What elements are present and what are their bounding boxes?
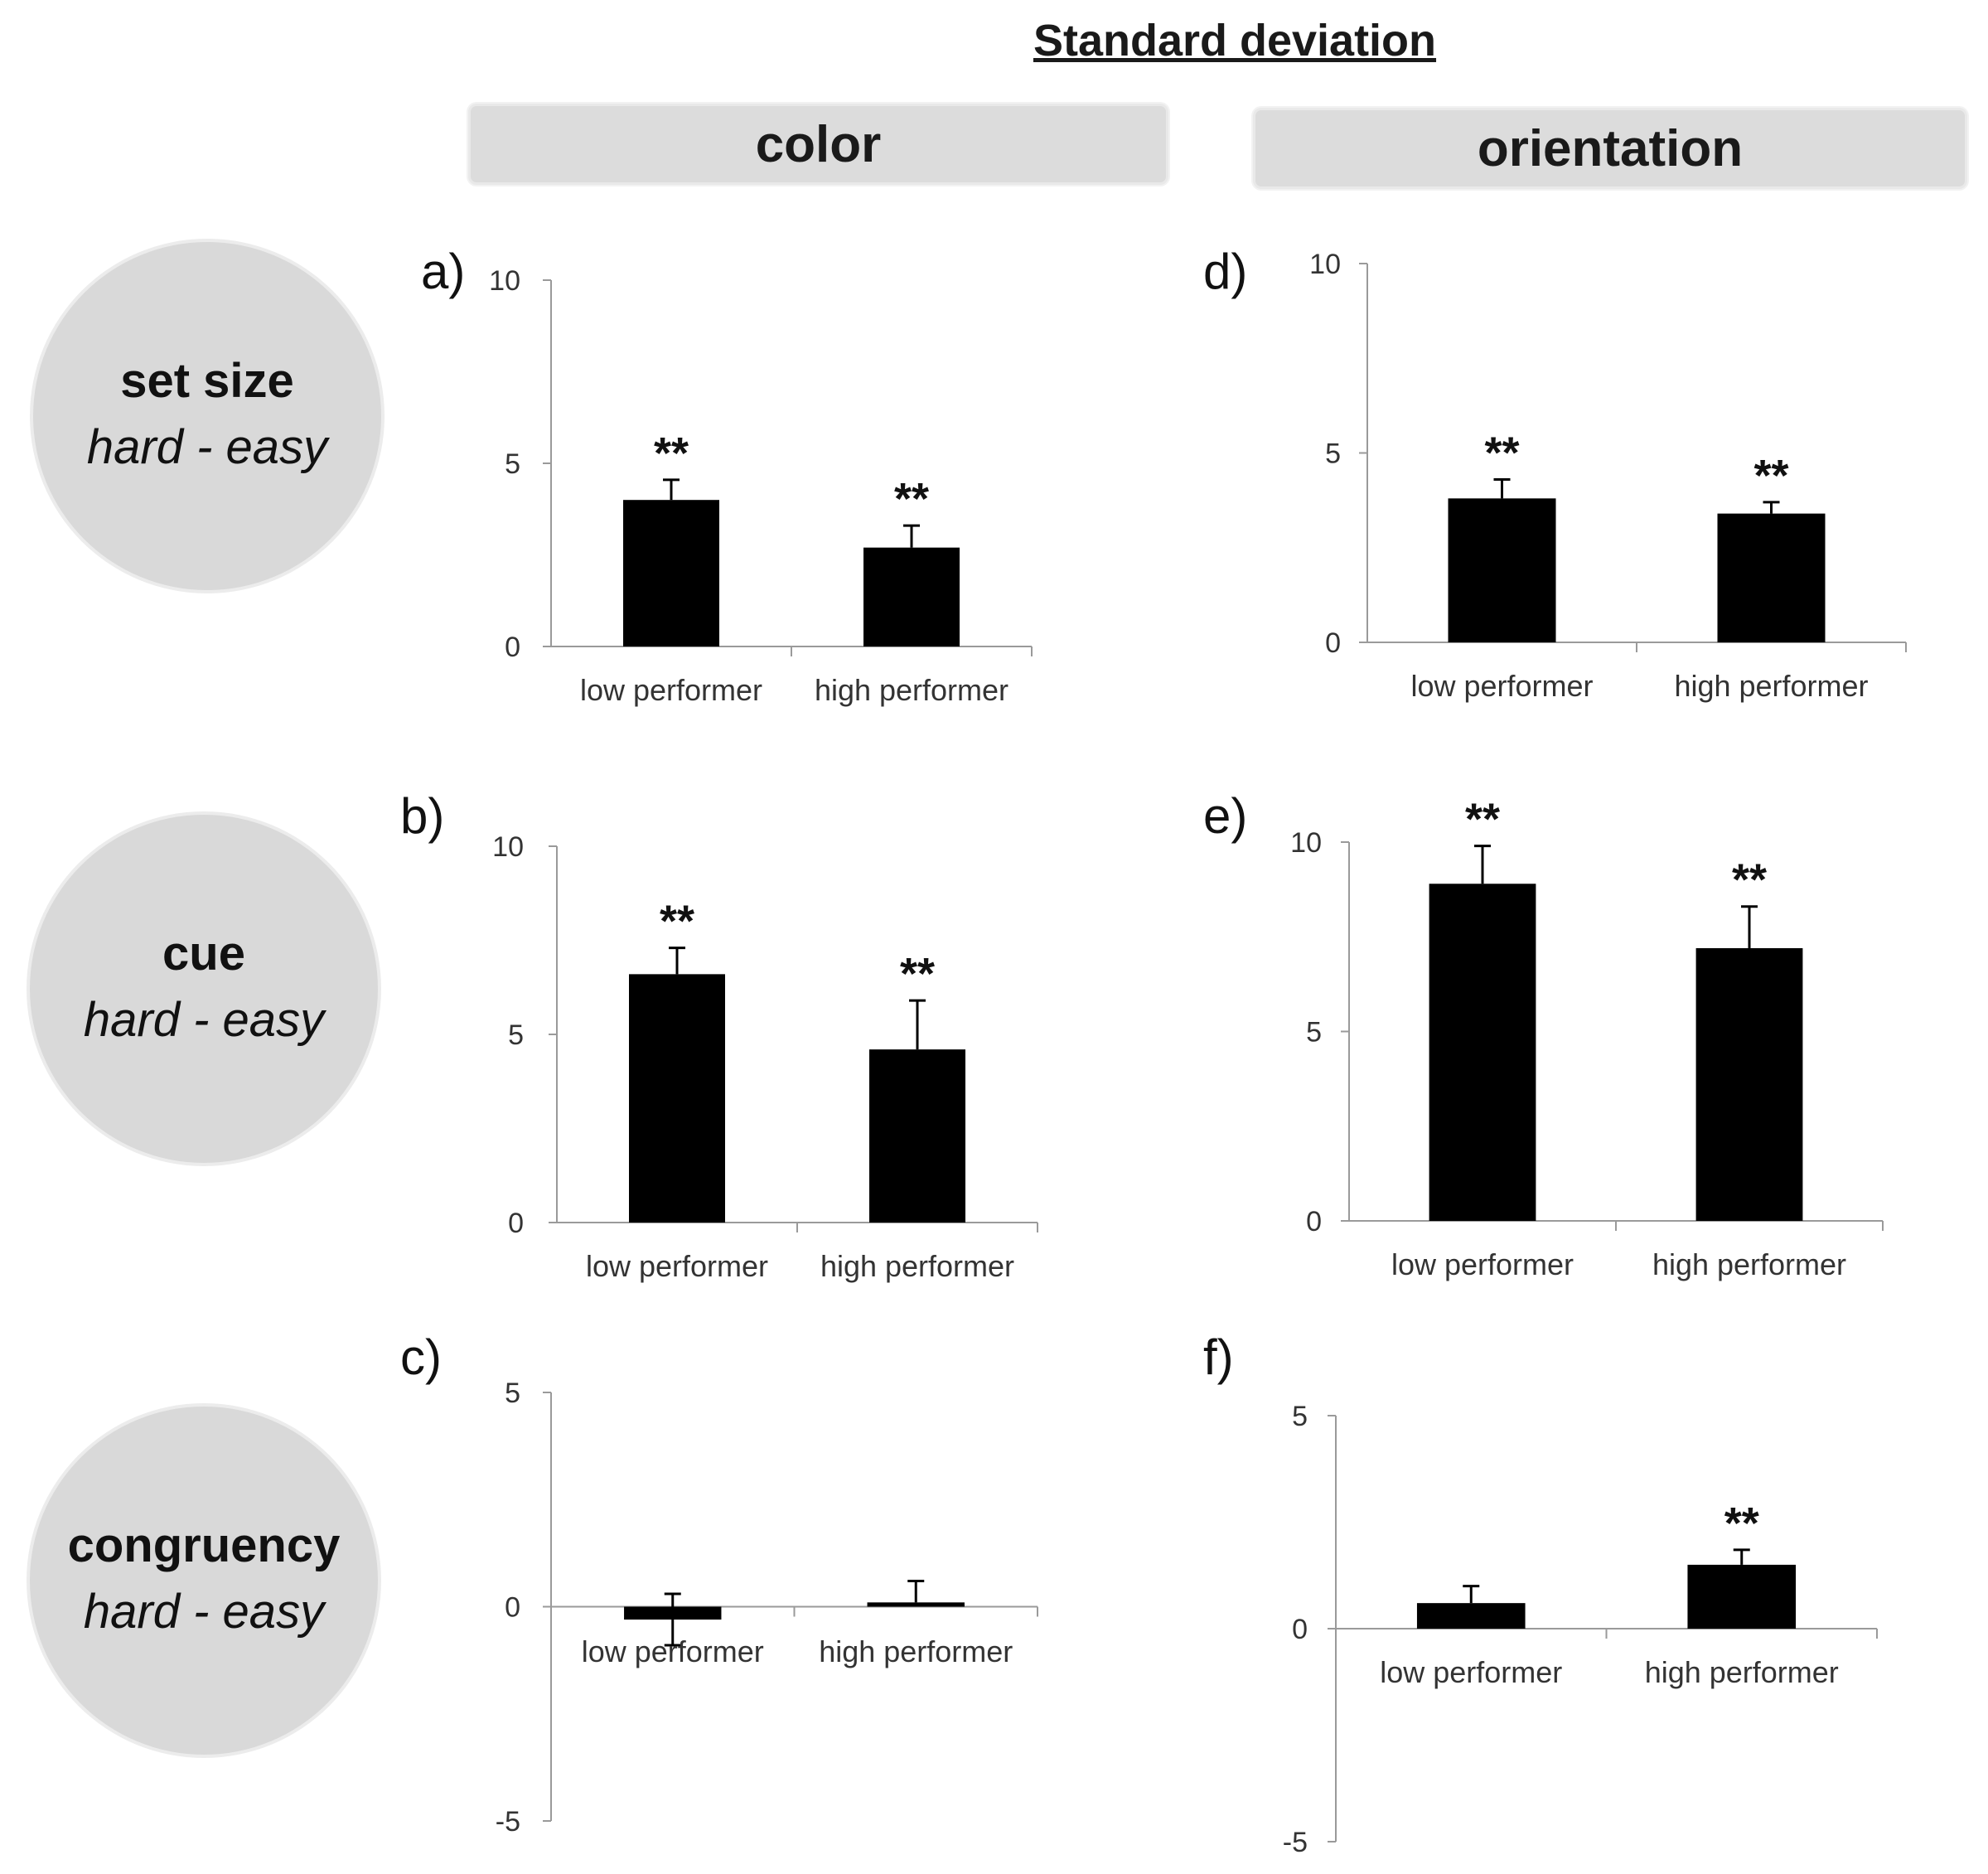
y-tick-label: 10 (492, 831, 524, 863)
bar (1429, 884, 1536, 1221)
bar (629, 974, 725, 1223)
y-tick-label: 5 (1306, 1017, 1322, 1048)
y-tick-label: 0 (505, 632, 520, 663)
y-tick-label: 5 (505, 448, 520, 480)
panel-letter: e) (1203, 788, 1247, 844)
y-tick-label: 0 (1292, 1614, 1308, 1645)
bar (1695, 947, 1803, 1221)
row-subtitle: hard - easy (83, 1585, 325, 1639)
significance-label: ** (660, 897, 694, 947)
bar (1416, 1603, 1526, 1629)
y-tick-label: 0 (505, 1592, 520, 1624)
y-tick-label: 0 (1325, 627, 1341, 659)
row-title: set size (120, 354, 294, 408)
y-tick-label: 0 (1306, 1206, 1322, 1237)
panel-letter: f) (1203, 1329, 1234, 1385)
category-label: low performer (1410, 669, 1593, 703)
significance-label: ** (1484, 428, 1519, 477)
bar (623, 500, 719, 646)
category-label: high performer (1645, 1655, 1839, 1689)
significance-label: ** (1465, 795, 1500, 845)
y-tick-label: -5 (496, 1806, 520, 1838)
significance-label: ** (894, 474, 929, 524)
column-header-color: color (468, 104, 1168, 185)
category-label: low performer (586, 1249, 768, 1283)
column-header-orientation: orientation (1253, 108, 1967, 189)
category-label: high performer (1652, 1247, 1846, 1281)
y-tick-label: 10 (1309, 249, 1341, 280)
row-title: cue (162, 927, 245, 981)
category-label: high performer (1674, 669, 1868, 703)
figure-title: Standard deviation (1033, 16, 1437, 65)
bar (1448, 498, 1556, 642)
significance-label: ** (900, 949, 935, 999)
y-tick-label: 10 (1290, 827, 1322, 859)
row-circle-congruency: congruency hard - easy (30, 1407, 378, 1755)
row-subtitle: hard - easy (86, 420, 328, 474)
y-tick-label: -5 (1283, 1827, 1308, 1858)
panel-letter: c) (400, 1329, 442, 1385)
category-label: high performer (819, 1634, 1013, 1668)
category-label: low performer (580, 673, 762, 707)
category-label: high performer (820, 1249, 1014, 1283)
category-label: high performer (815, 673, 1009, 707)
y-tick-label: 0 (508, 1208, 524, 1239)
significance-label: ** (1732, 855, 1767, 905)
significance-label: ** (1724, 1499, 1759, 1548)
category-label: low performer (1391, 1247, 1574, 1281)
y-tick-label: 5 (1292, 1401, 1308, 1432)
panel-letter: a) (421, 244, 465, 299)
row-circle-set-size: set size hard - easy (33, 242, 381, 590)
y-tick-label: 5 (508, 1019, 524, 1051)
y-tick-label: 5 (505, 1378, 520, 1409)
panel-letter: d) (1203, 244, 1247, 299)
category-label: low performer (1380, 1655, 1562, 1689)
y-tick-label: 10 (489, 265, 520, 297)
significance-label: ** (1753, 451, 1788, 501)
bar (867, 1602, 965, 1607)
category-label: low performer (582, 1634, 764, 1668)
row-circle-cue: cue hard - easy (30, 815, 378, 1163)
panel-letter: b) (400, 788, 444, 844)
row-subtitle: hard - easy (83, 993, 325, 1047)
significance-label: ** (654, 429, 689, 478)
y-tick-label: 5 (1325, 438, 1341, 470)
row-title: congruency (67, 1518, 341, 1572)
bar (1687, 1564, 1797, 1629)
bar (1717, 513, 1826, 642)
bar (869, 1049, 965, 1223)
bar (863, 547, 960, 646)
